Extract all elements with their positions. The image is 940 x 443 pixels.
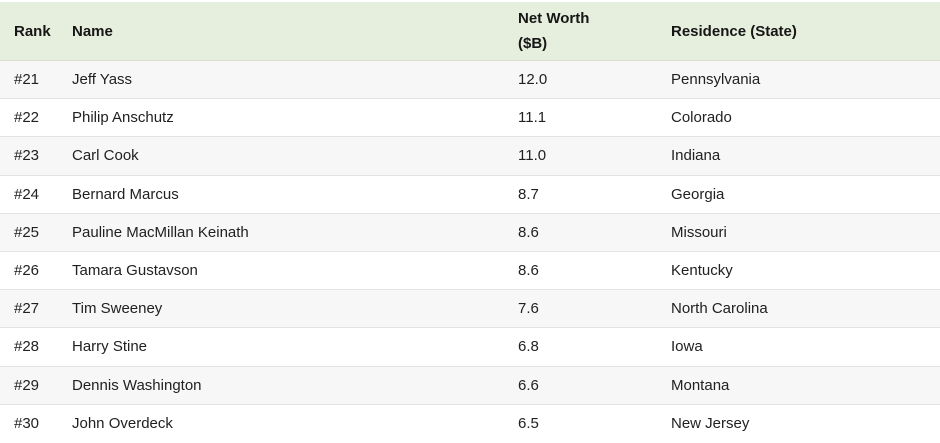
residence-cell: Iowa <box>671 338 703 356</box>
rank-cell: #25 <box>14 223 40 241</box>
table-row: #25 Pauline MacMillan Keinath 8.6 Missou… <box>0 213 940 252</box>
column-header-networth: Net Worth ($B) <box>518 6 671 56</box>
name-cell: Dennis Washington <box>72 376 202 394</box>
name-cell: Tamara Gustavson <box>72 262 198 280</box>
table-row: #30 John Overdeck 6.5 New Jersey <box>0 404 940 443</box>
name-cell: Jeff Yass <box>72 71 133 89</box>
name-cell: Pauline MacMillan Keinath <box>72 223 249 241</box>
table-row: #21 Jeff Yass 12.0 Pennsylvania <box>0 61 940 100</box>
column-header-networth-label: Net Worth ($B) <box>518 10 590 52</box>
networth-cell: 8.7 <box>518 185 539 203</box>
residence-cell: Indiana <box>671 147 721 165</box>
name-cell: John Overdeck <box>72 415 173 433</box>
residence-cell: Georgia <box>671 185 725 203</box>
rank-cell: #29 <box>14 376 40 394</box>
column-header-residence: Residence (State) <box>671 22 797 40</box>
residence-cell: Kentucky <box>671 262 733 280</box>
table-row: #22 Philip Anschutz 11.1 Colorado <box>0 99 940 138</box>
column-header-name: Name <box>72 22 113 40</box>
residence-cell: North Carolina <box>671 300 768 318</box>
table-row: #27 Tim Sweeney 7.6 North Carolina <box>0 290 940 329</box>
name-cell: Harry Stine <box>72 338 148 356</box>
table-row: #24 Bernard Marcus 8.7 Georgia <box>0 175 940 214</box>
column-header-rank: Rank <box>14 22 51 40</box>
table-row: #28 Harry Stine 6.8 Iowa <box>0 328 940 367</box>
residence-cell: Pennsylvania <box>671 71 761 89</box>
networth-cell: 6.5 <box>518 415 539 433</box>
networth-cell: 11.1 <box>518 109 547 127</box>
table-row: #26 Tamara Gustavson 8.6 Kentucky <box>0 251 940 291</box>
rank-cell: #22 <box>14 109 40 127</box>
name-cell: Tim Sweeney <box>72 300 163 318</box>
networth-cell: 12.0 <box>518 71 548 89</box>
residence-cell: Missouri <box>671 223 727 241</box>
table-header-row: Rank Name Net Worth ($B) Residence (Stat… <box>0 2 940 61</box>
table-row: #23 Carl Cook 11.0 Indiana <box>0 137 940 176</box>
rank-cell: #26 <box>14 262 40 280</box>
rank-cell: #23 <box>14 147 40 165</box>
name-cell: Carl Cook <box>72 147 139 165</box>
name-cell: Philip Anschutz <box>72 109 174 127</box>
rank-cell: #28 <box>14 338 40 356</box>
rank-cell: #24 <box>14 185 40 203</box>
rank-cell: #21 <box>14 71 40 89</box>
rank-cell: #27 <box>14 300 40 318</box>
networth-cell: 6.8 <box>518 338 539 356</box>
networth-cell: 6.6 <box>518 376 539 394</box>
networth-cell: 8.6 <box>518 223 539 241</box>
residence-cell: Montana <box>671 376 730 394</box>
table-row: #29 Dennis Washington 6.6 Montana <box>0 366 940 405</box>
networth-cell: 11.0 <box>518 147 547 165</box>
rank-cell: #30 <box>14 415 40 433</box>
residence-cell: Colorado <box>671 109 732 127</box>
networth-cell: 7.6 <box>518 300 539 318</box>
networth-cell: 8.6 <box>518 262 539 280</box>
residence-cell: New Jersey <box>671 415 750 433</box>
name-cell: Bernard Marcus <box>72 185 179 203</box>
